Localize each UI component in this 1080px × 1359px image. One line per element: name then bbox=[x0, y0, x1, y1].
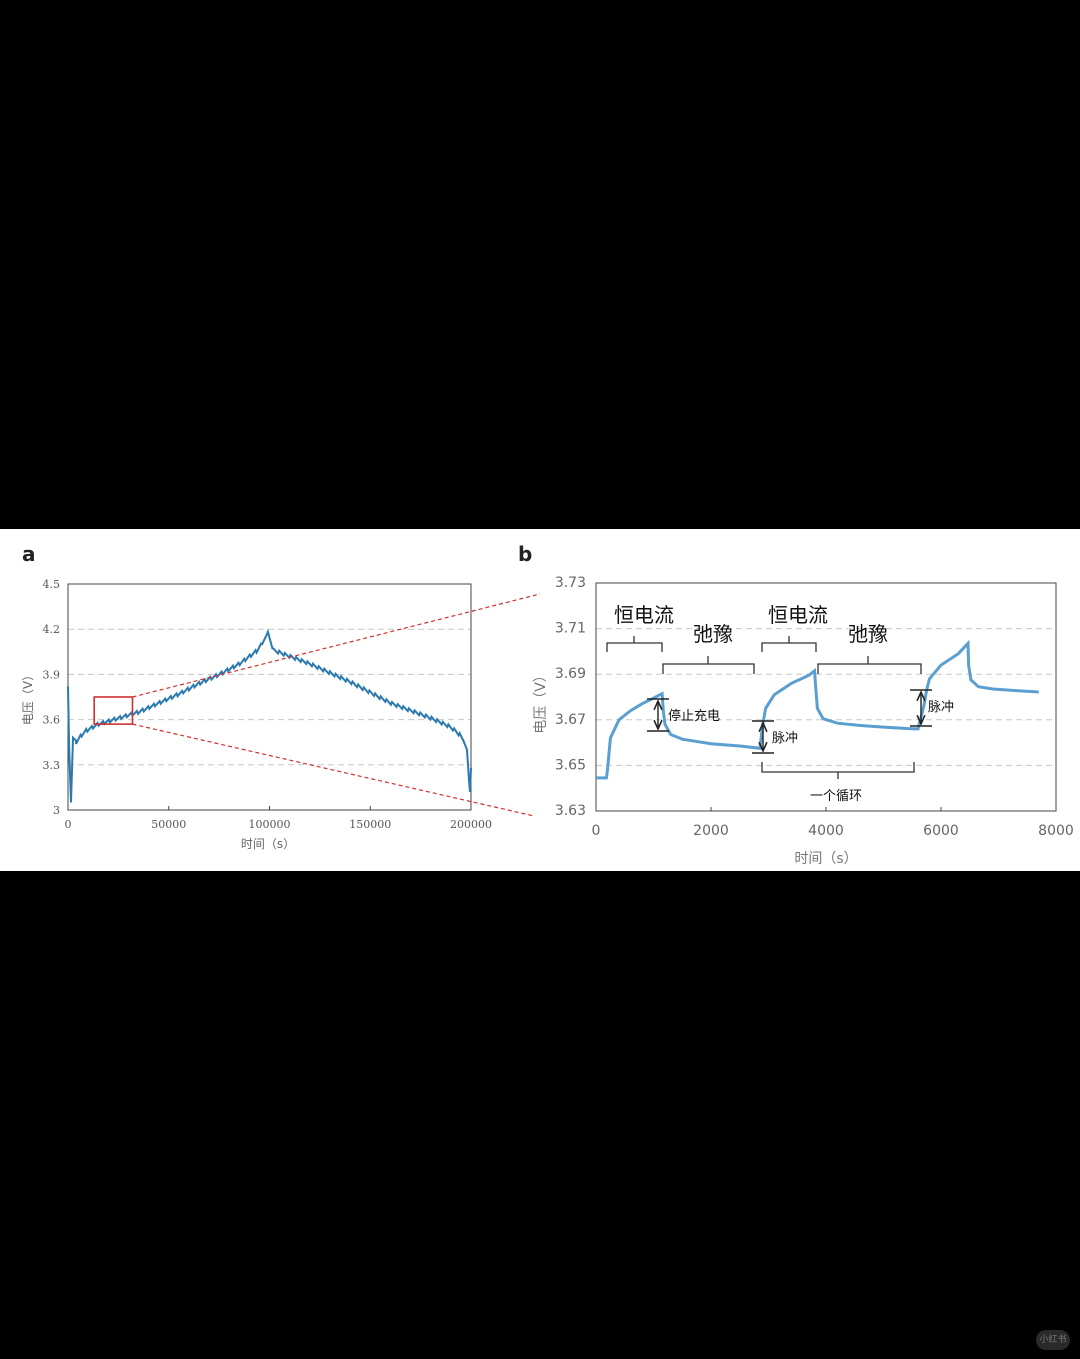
figure-svg: a 3 3.3 3.6 3.9 4.2 4.5 0 50000 100000 150000 2000… bbox=[21, 542, 1074, 867]
panel-a-label: a bbox=[22, 542, 36, 566]
panel-a-voltage-line bbox=[67, 628, 472, 803]
zoom-connector-lower bbox=[132, 723, 535, 817]
x-tick-label: 2000 bbox=[693, 823, 729, 839]
label-relaxation-1: 弛豫 bbox=[693, 622, 733, 646]
x-tick-label: 100000 bbox=[249, 818, 291, 831]
brace-one-cycle bbox=[761, 762, 915, 779]
y-tick-label: 3.69 bbox=[555, 666, 586, 682]
label-constant-current-1: 恒电流 bbox=[614, 603, 674, 627]
y-tick-label: 3.71 bbox=[555, 621, 586, 637]
y-tick-label: 3.9 bbox=[43, 668, 61, 681]
zoom-connector-upper bbox=[132, 593, 541, 698]
brace-constant-current-1 bbox=[606, 636, 663, 652]
panel-a-xlabel: 时间（s） bbox=[241, 837, 295, 851]
y-tick-label: 3 bbox=[53, 804, 60, 817]
x-tick-label: 4000 bbox=[808, 823, 844, 839]
x-tick-label: 6000 bbox=[923, 823, 959, 839]
panel-a-grid bbox=[67, 628, 472, 810]
panel-b-tick-labels: 3.63 3.65 3.67 3.69 3.71 3.73 0 2000 4000 6000 800… bbox=[555, 575, 1074, 839]
y-tick-label: 3.65 bbox=[555, 757, 586, 773]
y-tick-label: 3.6 bbox=[43, 714, 61, 727]
figure-panel: a 3 3.3 3.6 3.9 4.2 4.5 0 50000 100000 150000 2000… bbox=[0, 529, 1080, 871]
panel-b-label: b bbox=[518, 542, 532, 566]
y-tick-label: 3.67 bbox=[555, 712, 586, 728]
y-tick-label: 4.5 bbox=[43, 578, 61, 591]
y-tick-label: 4.2 bbox=[43, 623, 61, 636]
brace-constant-current-2 bbox=[761, 636, 817, 652]
x-tick-label: 0 bbox=[592, 823, 601, 839]
panel-b-plot-frame bbox=[595, 582, 1057, 812]
panel-b-pulse-markers bbox=[647, 689, 932, 754]
panel-b-braces bbox=[606, 636, 922, 779]
label-stop-charging: 停止充电 bbox=[668, 708, 720, 724]
panel-b-ylabel: 电压（V） bbox=[533, 668, 549, 734]
label-relaxation-2: 弛豫 bbox=[848, 622, 888, 646]
x-tick-label: 200000 bbox=[450, 818, 492, 831]
y-tick-label: 3.73 bbox=[555, 575, 586, 591]
panel-a-ylabel: 电压（V） bbox=[21, 669, 35, 725]
label-pulse-2: 脉冲 bbox=[928, 700, 954, 715]
brace-relaxation-2 bbox=[817, 656, 922, 674]
x-tick-label: 50000 bbox=[151, 818, 186, 831]
y-tick-label: 3.3 bbox=[43, 759, 61, 772]
y-tick-label: 3.63 bbox=[555, 803, 586, 819]
x-tick-label: 0 bbox=[65, 818, 72, 831]
panel-a-zoom-box bbox=[93, 696, 134, 725]
label-constant-current-2: 恒电流 bbox=[768, 603, 828, 627]
x-tick-label: 150000 bbox=[349, 818, 391, 831]
watermark-logo: 小红书 bbox=[1036, 1330, 1070, 1350]
brace-relaxation-1 bbox=[662, 656, 755, 674]
x-tick-label: 8000 bbox=[1038, 823, 1074, 839]
panel-a-tick-labels: 3 3.3 3.6 3.9 4.2 4.5 0 50000 100000 150000 200000 bbox=[43, 578, 493, 831]
label-one-cycle: 一个循环 bbox=[810, 789, 862, 804]
label-pulse-1: 脉冲 bbox=[772, 731, 798, 746]
panel-b-xlabel: 时间（s） bbox=[794, 851, 857, 867]
